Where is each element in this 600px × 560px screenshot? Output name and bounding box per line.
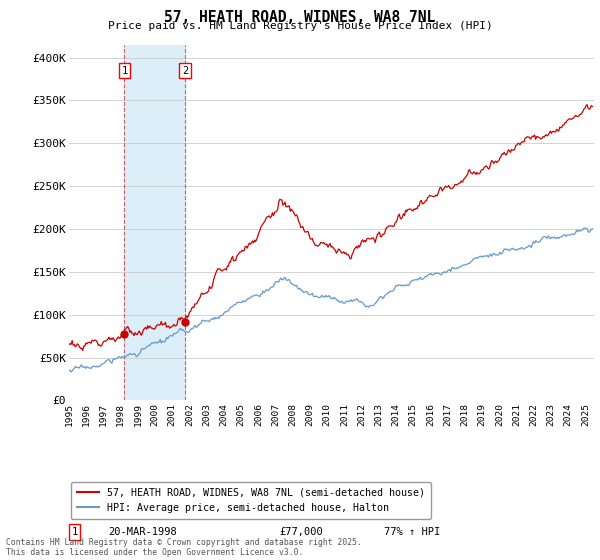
Text: Price paid vs. HM Land Registry's House Price Index (HPI): Price paid vs. HM Land Registry's House …: [107, 21, 493, 31]
Text: 1: 1: [71, 527, 78, 537]
Text: 57, HEATH ROAD, WIDNES, WA8 7NL: 57, HEATH ROAD, WIDNES, WA8 7NL: [164, 10, 436, 25]
Text: 77% ↑ HPI: 77% ↑ HPI: [384, 527, 440, 537]
Bar: [124, 45, 185, 400]
Text: Contains HM Land Registry data © Crown copyright and database right 2025.
This d: Contains HM Land Registry data © Crown c…: [6, 538, 362, 557]
Text: 2: 2: [182, 66, 188, 76]
Legend: 57, HEATH ROAD, WIDNES, WA8 7NL (semi-detached house), HPI: Average price, semi-: 57, HEATH ROAD, WIDNES, WA8 7NL (semi-de…: [71, 482, 431, 519]
Text: £77,000: £77,000: [279, 527, 323, 537]
Text: 1: 1: [121, 66, 128, 76]
Text: 20-MAR-1998: 20-MAR-1998: [109, 527, 177, 537]
